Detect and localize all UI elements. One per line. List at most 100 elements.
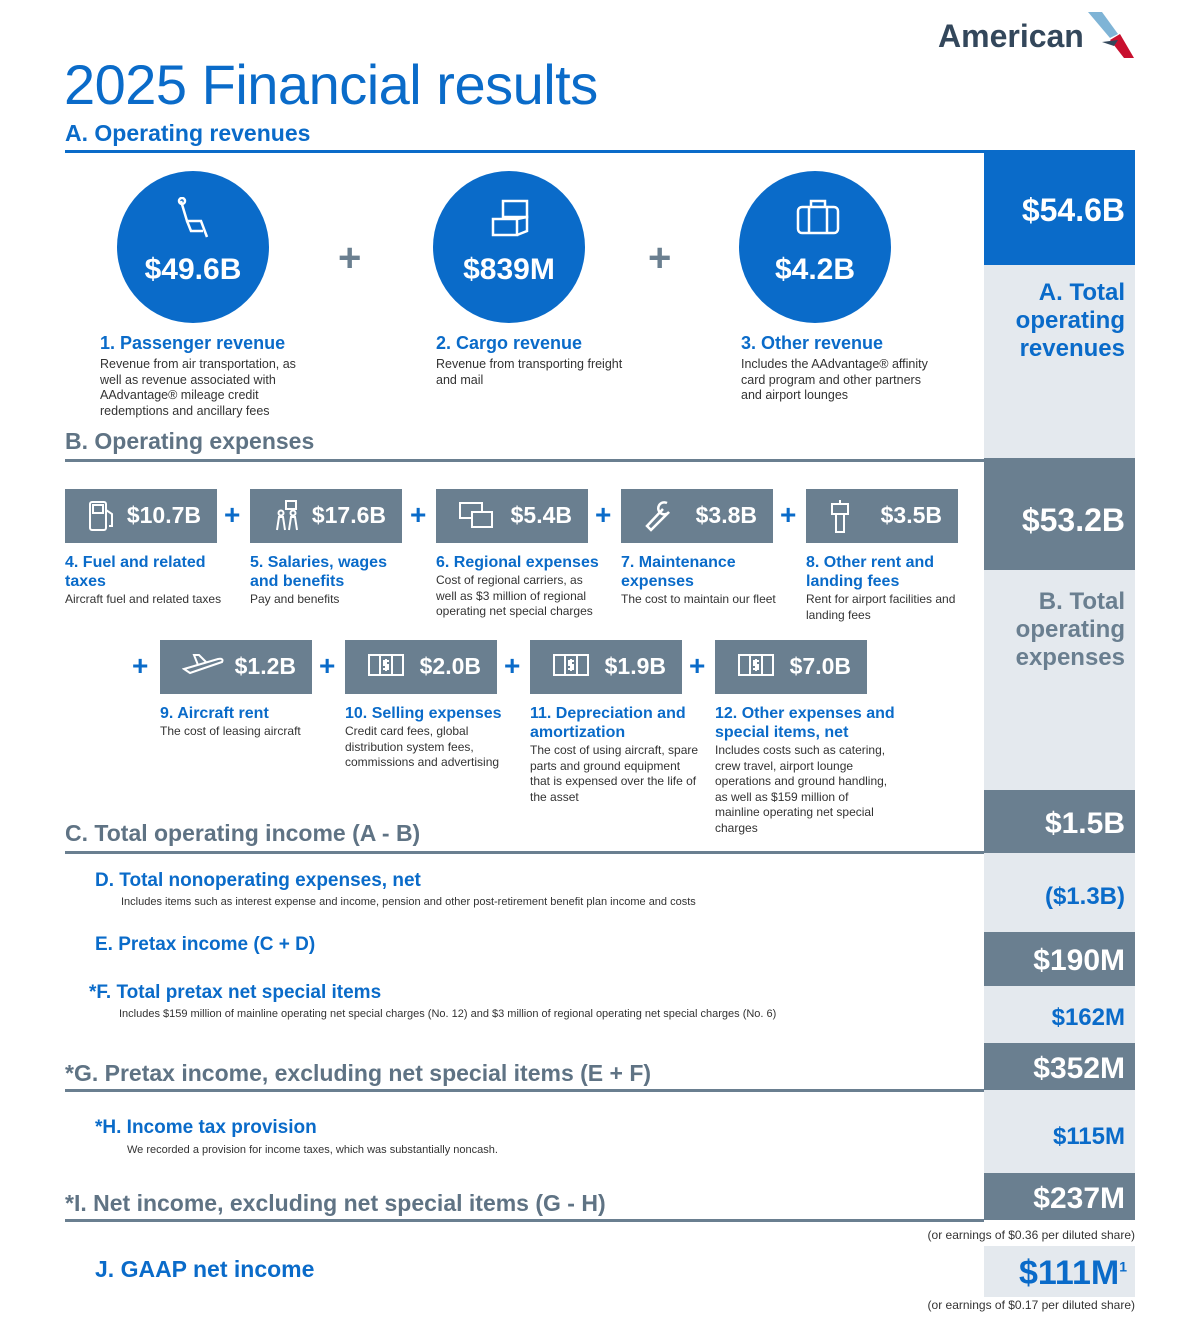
expense-value: $1.2B xyxy=(234,653,296,679)
expense-box: $5.4B xyxy=(436,489,588,543)
special-items-label: *F. Total pretax net special items xyxy=(89,982,382,1003)
expense-label: 9. Aircraft rent xyxy=(160,705,269,722)
nonoperating-label: D. Total nonoperating expenses, net xyxy=(95,870,421,891)
american-logo-icon xyxy=(1088,12,1134,58)
pretax-excl-value: $352M xyxy=(1033,1052,1125,1085)
expense-value: $5.4B xyxy=(510,502,572,528)
plus-sign: + xyxy=(410,499,427,530)
special-items-value: $162M xyxy=(1051,1004,1125,1031)
revenue-value: $49.6B xyxy=(144,253,242,286)
pretax-excl-band: $352M xyxy=(984,1043,1135,1090)
plus-sign: + xyxy=(648,236,672,280)
expense-label: 11. Depreciation and amortization xyxy=(530,705,686,741)
expense-desc: The cost of using aircraft, spare parts … xyxy=(530,743,699,804)
plus-sign: + xyxy=(689,650,706,681)
brand-name: American xyxy=(938,18,1084,54)
revenue-circle: $839M xyxy=(433,171,585,323)
total-expenses-label: B. Total operating expenses xyxy=(1015,588,1125,671)
expense-value: $17.6B xyxy=(311,502,386,528)
revenue-desc: Revenue from transporting freight and ma… xyxy=(436,357,623,387)
expense-value: $1.9B xyxy=(604,653,666,679)
net-income-excl-value: $237M xyxy=(1033,1182,1125,1215)
expense-box: $7.0B xyxy=(715,640,867,694)
expense-desc: The cost to maintain our fleet xyxy=(621,592,776,606)
revenue-label: 2. Cargo revenue xyxy=(436,333,583,353)
expense-desc: Aircraft fuel and related taxes xyxy=(65,592,222,606)
gaap-net-income-label: J. GAAP net income xyxy=(95,1256,315,1282)
expense-desc: Cost of regional carriers, as well as $3… xyxy=(436,573,593,618)
total-revenue-label: A. Total operating revenues xyxy=(1015,279,1125,362)
section-a-rule xyxy=(65,150,1135,153)
expense-label: 6. Regional expenses xyxy=(436,554,599,571)
expense-value: $7.0B xyxy=(789,653,851,679)
section-c-rule xyxy=(65,851,984,854)
tax-provision-label: *H. Income tax provision xyxy=(95,1117,317,1138)
expense-desc: Pay and benefits xyxy=(250,592,340,606)
expense-desc: Includes costs such as catering, crew tr… xyxy=(715,743,888,835)
expense-box: $3.5B xyxy=(806,489,958,543)
plus-sign: + xyxy=(595,499,612,530)
section-g-rule xyxy=(65,1089,984,1092)
total-expenses-label-band: B. Total operating expenses xyxy=(984,570,1135,790)
revenue-circle: $4.2B xyxy=(739,171,891,323)
total-expenses-band: $53.2B xyxy=(984,458,1135,570)
plus-sign: + xyxy=(224,499,241,530)
gaap-net-income-value: $111M xyxy=(1018,1254,1120,1292)
expense-label: 12. Other expenses and special items, ne… xyxy=(715,705,895,741)
plus-sign: + xyxy=(780,499,797,530)
expense-value: $3.8B xyxy=(695,502,757,528)
total-revenue-value: $54.6B xyxy=(1021,192,1125,228)
revenue-label: 1. Passenger revenue xyxy=(100,333,286,353)
expense-label: 4. Fuel and related taxes xyxy=(65,554,206,590)
gaap-net-income-band: $111M1 xyxy=(984,1246,1135,1297)
plus-sign: + xyxy=(504,650,521,681)
revenue-circle: $49.6B xyxy=(117,171,269,323)
nonoperating-value: ($1.3B) xyxy=(1044,883,1125,910)
net-income-excl-label: *I. Net income, excluding net special it… xyxy=(65,1190,606,1216)
expense-desc: Credit card fees, global distribution sy… xyxy=(345,724,500,769)
total-revenue-label-band: A. Total operating revenues xyxy=(984,265,1135,458)
footnote-marker: 1 xyxy=(1119,1258,1127,1275)
plus-sign: + xyxy=(132,650,149,681)
expense-box: $10.7B xyxy=(65,489,217,543)
total-revenue-band: $54.6B xyxy=(984,152,1135,265)
operating-income-band: $1.5B xyxy=(984,790,1135,853)
expense-desc: The cost of leasing aircraft xyxy=(160,724,301,738)
operating-income-value: $1.5B xyxy=(1044,807,1125,840)
expense-value: $10.7B xyxy=(126,502,201,528)
net-income-excl-band: $237M xyxy=(984,1173,1135,1220)
expense-box: $17.6B xyxy=(250,489,402,543)
expense-box: $2.0B xyxy=(345,640,497,694)
nonoperating-band: ($1.3B) xyxy=(984,853,1135,932)
expense-value: $2.0B xyxy=(419,653,481,679)
expense-box: $1.2B xyxy=(160,640,312,694)
plus-sign: + xyxy=(319,650,336,681)
pretax-income-label: E. Pretax income (C + D) xyxy=(95,934,316,955)
expense-desc: Rent for airport facilities and landing … xyxy=(806,592,956,622)
expense-label: 8. Other rent and landing fees xyxy=(806,554,935,590)
page-title: 2025 Financial results xyxy=(64,53,598,116)
section-b-rule xyxy=(65,459,984,462)
plus-sign: + xyxy=(338,236,362,280)
expense-label: 10. Selling expenses xyxy=(345,705,502,722)
expense-label: 7. Maintenance expenses xyxy=(621,554,736,590)
section-b-heading: B. Operating expenses xyxy=(65,428,315,454)
revenue-desc: Revenue from air transportation, as well… xyxy=(100,357,296,418)
net-income-excl-eps: (or earnings of $0.36 per diluted share) xyxy=(927,1228,1135,1242)
tax-provision-desc: We recorded a provision for income taxes… xyxy=(127,1144,498,1156)
gaap-net-income-eps: (or earnings of $0.17 per diluted share) xyxy=(927,1298,1135,1312)
tax-provision-band: $115M xyxy=(984,1090,1135,1173)
revenue-desc: Includes the AAdvantage® affinity card p… xyxy=(741,357,928,402)
total-expenses-value: $53.2B xyxy=(1021,502,1125,538)
expense-box: $3.8B xyxy=(621,489,773,543)
section-i-rule xyxy=(65,1219,984,1222)
revenue-label: 3. Other revenue xyxy=(741,333,884,353)
tax-provision-value: $115M xyxy=(1052,1123,1125,1150)
section-a-heading: A. Operating revenues xyxy=(65,120,311,146)
revenue-value: $4.2B xyxy=(774,253,856,286)
nonoperating-desc: Includes items such as interest expense … xyxy=(121,896,696,908)
revenue-value: $839M xyxy=(463,253,555,286)
expense-label: 5. Salaries, wages and benefits xyxy=(250,554,387,590)
pretax-income-band: $190M xyxy=(984,932,1135,986)
operating-income-label: C. Total operating income (A - B) xyxy=(65,820,421,846)
